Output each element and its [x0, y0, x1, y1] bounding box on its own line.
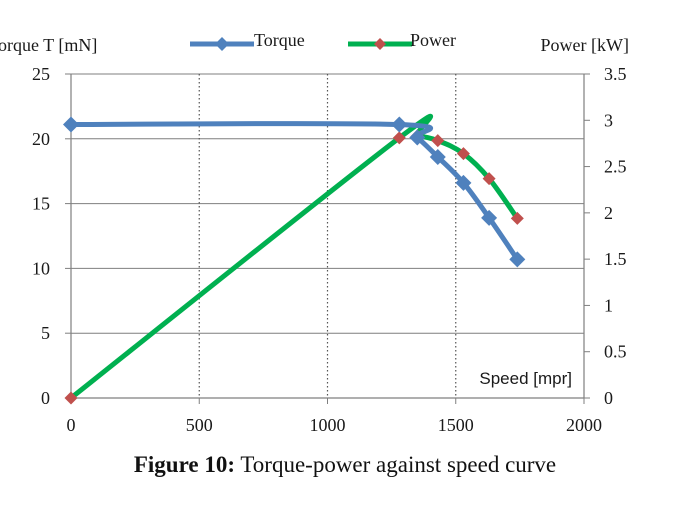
y-left-tick-label: 0 — [41, 388, 50, 408]
y-right-tick-label: 0.5 — [604, 342, 627, 362]
data-point-power — [64, 391, 78, 405]
y-right-tick-label: 1 — [604, 295, 613, 315]
data-point-torque — [509, 251, 526, 268]
data-point-torque — [429, 148, 446, 165]
legend-power-marker — [374, 38, 386, 50]
y-left-tick-label: 15 — [32, 194, 50, 214]
data-point-power — [456, 147, 470, 161]
y-right-axis-label: Power [kW] — [541, 35, 629, 55]
figure-caption-text: Torque-power against speed curve — [235, 452, 557, 477]
legend-torque-label: Torque — [254, 30, 305, 50]
y-right-tick-label: 3 — [604, 110, 613, 130]
data-point-torque — [391, 116, 408, 133]
legend-torque-marker — [215, 37, 229, 51]
data-point-power — [431, 134, 445, 148]
figure-caption: Figure 10: Torque-power against speed cu… — [0, 452, 690, 478]
y-right-tick-label: 1.5 — [604, 249, 627, 269]
data-point-power — [392, 131, 406, 145]
y-left-axis-label: orque T [mN] — [0, 35, 97, 55]
ticks-layer: 0 5 10 15 20 25 0 0.5 1 1.5 2 2.5 3 3.5 0 500 1000 1500 20… — [32, 64, 627, 435]
x-tick-label: 2000 — [566, 415, 602, 435]
x-tick-label: 1000 — [310, 415, 346, 435]
data-point-torque — [409, 129, 426, 146]
y-right-tick-label: 2 — [604, 203, 613, 223]
y-left-tick-label: 25 — [32, 64, 50, 84]
torque-power-chart: 0 5 10 15 20 25 0 0.5 1 1.5 2 2.5 3 3.5 0 500 1000 1500 20… — [0, 30, 629, 435]
y-right-tick-label: 2.5 — [604, 157, 627, 177]
grid-layer — [71, 73, 584, 398]
data-point-power — [482, 172, 496, 186]
y-left-tick-label: 5 — [41, 323, 50, 343]
y-left-tick-label: 10 — [32, 258, 50, 278]
y-right-tick-label: 0 — [604, 388, 613, 408]
data-point-torque — [63, 116, 79, 133]
legend: Torque Power — [190, 30, 456, 51]
legend-power-label: Power — [410, 30, 456, 50]
x-tick-label: 0 — [67, 415, 76, 435]
y-left-tick-label: 20 — [32, 129, 50, 149]
x-tick-label: 500 — [186, 415, 213, 435]
y-right-tick-label: 3.5 — [604, 64, 627, 84]
data-point-torque — [481, 209, 498, 226]
data-point-torque — [455, 174, 472, 191]
x-axis-label: Speed [mpr] — [479, 369, 572, 388]
series-line-power — [69, 113, 520, 400]
data-point-power — [510, 211, 524, 225]
x-tick-label: 1500 — [438, 415, 474, 435]
figure-caption-label: Figure 10: — [133, 452, 236, 477]
series-layer — [63, 113, 526, 405]
